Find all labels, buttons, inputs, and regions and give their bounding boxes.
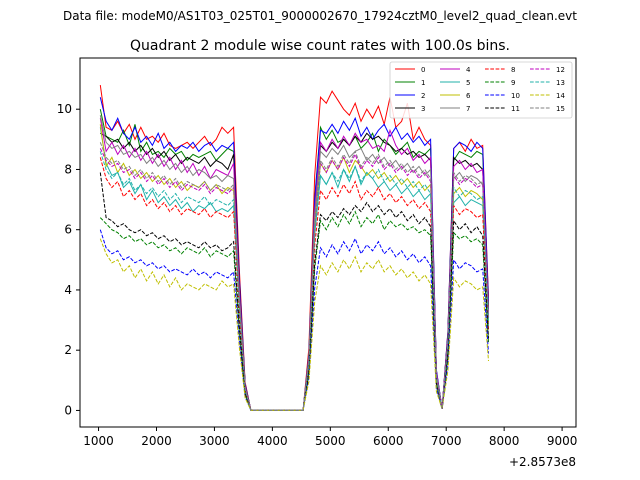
series-line-13 (99, 151, 489, 411)
legend-label-9: 9 (511, 79, 515, 87)
series-line-15 (99, 142, 489, 411)
x-tick-label: 6000 (373, 434, 404, 448)
legend-label-7: 7 (466, 105, 470, 113)
series-line-12 (99, 148, 489, 411)
legend-frame (389, 61, 573, 119)
y-tick-label: 4 (64, 283, 72, 297)
y-tick-label: 8 (64, 162, 72, 176)
legend-label-13: 13 (556, 79, 565, 87)
series-line-10 (99, 229, 489, 411)
legend-label-11: 11 (511, 105, 520, 113)
x-tick-label: 9000 (547, 434, 578, 448)
legend-label-5: 5 (466, 79, 470, 87)
y-tick-label: 2 (64, 343, 72, 357)
x-tick-label: 8000 (489, 434, 520, 448)
legend-label-8: 8 (511, 66, 515, 74)
x-tick-label: 1000 (83, 434, 114, 448)
legend-label-0: 0 (421, 66, 425, 74)
y-axis: 0 2 4 6 8 10 (57, 102, 80, 417)
legend-label-14: 14 (556, 92, 565, 100)
y-tick-label: 0 (64, 403, 72, 417)
legend-label-4: 4 (466, 66, 471, 74)
legend-label-6: 6 (466, 92, 471, 100)
x-tick-label: 3000 (199, 434, 230, 448)
chart-title: Quadrant 2 module wise count rates with … (130, 38, 510, 54)
x-tick-label: 4000 (257, 434, 288, 448)
y-tick-label: 6 (64, 223, 72, 237)
series-lines (99, 85, 489, 411)
x-offset-label: +2.8573e8 (509, 455, 576, 469)
figure-suptitle: Data file: modeM0/AS1T03_025T01_90000026… (63, 9, 577, 23)
series-line-14 (99, 238, 489, 411)
x-tick-label: 2000 (141, 434, 172, 448)
legend-label-3: 3 (421, 105, 425, 113)
series-line-2 (99, 97, 489, 411)
legend-label-1: 1 (421, 79, 425, 87)
x-axis: 1000 2000 3000 4000 5000 6000 7000 8000 9000 (83, 427, 577, 448)
legend-label-10: 10 (511, 92, 520, 100)
legend-label-2: 2 (421, 92, 425, 100)
axes-frame (79, 57, 577, 428)
series-line-4 (99, 118, 489, 411)
x-tick-label: 5000 (315, 434, 346, 448)
plot-area: 1000 2000 3000 4000 5000 6000 7000 8000 9000 0 2 4… (57, 57, 577, 469)
y-tick-label: 10 (57, 102, 72, 116)
series-line-9 (99, 210, 489, 411)
legend-label-15: 15 (556, 105, 565, 113)
x-tick-label: 7000 (431, 434, 462, 448)
legend-label-12: 12 (556, 66, 565, 74)
